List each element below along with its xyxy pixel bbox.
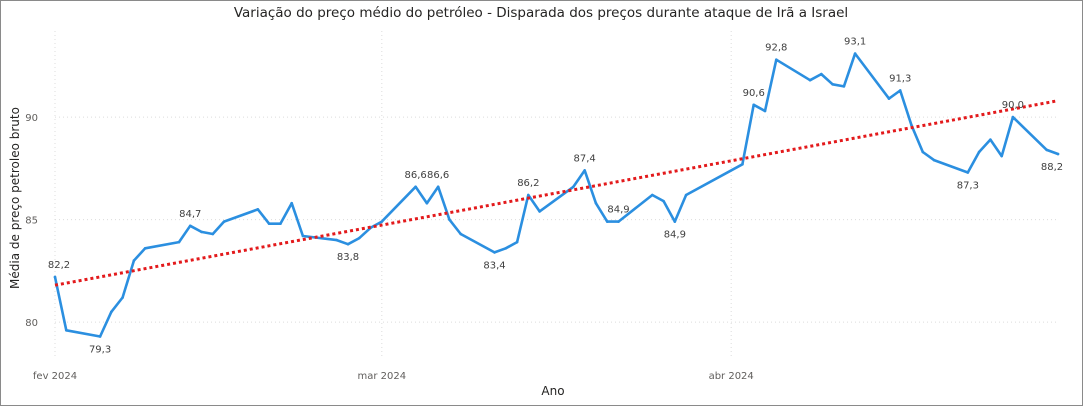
data-point: [98, 335, 102, 338]
data-label: 86,6: [427, 170, 449, 181]
data-point: [662, 199, 665, 203]
data-point: [741, 162, 744, 166]
data-point: [448, 218, 451, 221]
data-point: [177, 240, 181, 244]
data-point: [842, 85, 846, 88]
data-point: [211, 232, 215, 236]
data-label: 92,8: [765, 43, 787, 54]
data-point: [527, 193, 530, 197]
data-point: [301, 234, 305, 238]
data-point: [380, 220, 384, 223]
data-point: [110, 310, 113, 314]
data-point: [752, 103, 756, 107]
data-label: 88,2: [1041, 162, 1063, 173]
data-point: [538, 210, 541, 213]
data-point: [493, 251, 496, 254]
x-tick-label: fev 2024: [33, 371, 77, 382]
data-label: 86,2: [517, 178, 539, 189]
gridlines: [54, 31, 1058, 359]
data-point: [267, 222, 271, 225]
data-label: 84,9: [607, 205, 629, 216]
data-point: [853, 52, 857, 55]
data-point: [583, 169, 586, 172]
data-point: [910, 124, 913, 127]
data-label: 79,3: [89, 344, 111, 355]
data-point: [515, 240, 519, 244]
data-point: [335, 238, 339, 242]
series-group: [53, 52, 1060, 338]
data-point: [977, 150, 981, 154]
x-axis-title: Ano: [541, 384, 564, 398]
y-axis-title: Média de preço petroleo bruto: [8, 107, 22, 289]
data-label: 90,6: [743, 88, 765, 99]
data-label: 84,7: [179, 209, 201, 220]
data-label: 87,4: [574, 153, 596, 164]
data-point: [188, 224, 192, 228]
data-point: [684, 193, 688, 197]
data-point: [932, 158, 936, 162]
data-point: [132, 259, 136, 262]
data-point: [1056, 152, 1060, 156]
data-point: [966, 171, 970, 174]
data-point: [459, 232, 463, 236]
data-point: [64, 329, 68, 332]
data-point: [650, 193, 654, 197]
data-point: [887, 97, 891, 100]
trendline-group: [54, 99, 1059, 287]
data-point: [921, 150, 925, 154]
data-point: [605, 220, 609, 223]
data-point: [290, 201, 293, 205]
data-label: 93,1: [844, 37, 866, 48]
data-point: [898, 89, 902, 92]
data-point: [143, 247, 147, 250]
data-point: [774, 58, 778, 61]
data-point: [425, 201, 429, 205]
data-point: [820, 72, 823, 76]
trend-line: [54, 99, 1059, 287]
data-point: [346, 242, 350, 246]
data-point: [279, 222, 282, 225]
data-label: 90,0: [1002, 100, 1024, 111]
data-label: 86,6: [404, 170, 426, 181]
data-label: 82,2: [48, 260, 70, 271]
chart-title: Variação do preço médio do petróleo - Di…: [234, 5, 848, 21]
data-point: [53, 275, 57, 279]
x-tick-label: abr 2024: [709, 371, 754, 382]
data-point: [1045, 148, 1049, 152]
data-point: [1000, 154, 1003, 158]
data-point: [989, 138, 992, 141]
data-point: [200, 230, 203, 234]
data-point: [572, 185, 575, 189]
y-axis: 80 85 90: [25, 113, 38, 329]
data-labels: 82,2 79,3 84,7 83,8 86,6 86,6 83,4 86,2 87,4 84,9…: [48, 37, 1063, 356]
data-point: [831, 83, 834, 86]
data-label: 83,8: [337, 252, 359, 263]
data-point: [763, 109, 767, 113]
data-point: [256, 208, 260, 211]
y-tick-label: 85: [25, 216, 38, 227]
y-tick-label: 90: [25, 113, 38, 124]
data-label: 83,4: [483, 260, 505, 271]
data-point: [357, 236, 361, 240]
data-point: [436, 185, 440, 189]
data-label: 91,3: [889, 73, 911, 84]
data-point: [414, 185, 417, 189]
data-point: [808, 78, 812, 82]
x-axis: fev 2024 mar 2024 abr 2024: [33, 371, 754, 382]
data-point: [121, 296, 124, 299]
data-label: 84,9: [664, 230, 686, 241]
data-point: [1011, 115, 1015, 119]
data-point: [617, 220, 620, 223]
data-point: [222, 220, 226, 223]
price-series-line: [53, 52, 1060, 338]
y-tick-label: 80: [25, 318, 38, 329]
data-point: [594, 201, 598, 205]
data-point: [673, 220, 677, 223]
data-label: 87,3: [957, 180, 979, 191]
data-point: [504, 247, 508, 250]
x-tick-label: mar 2024: [358, 371, 407, 382]
